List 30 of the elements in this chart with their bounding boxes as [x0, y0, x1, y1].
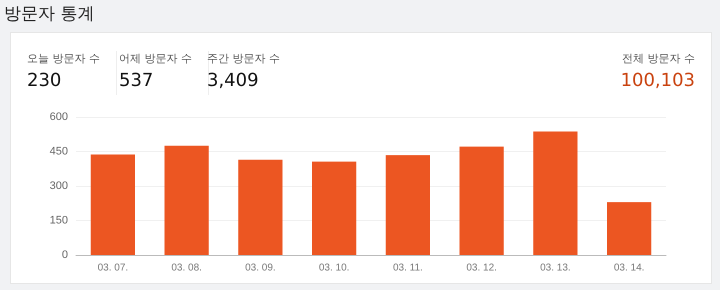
text: 100,103: [620, 70, 695, 91]
x-tick-label: 03. 08.: [171, 262, 202, 274]
y-tick-label: 0: [62, 249, 68, 261]
y-tick-label: 600: [50, 111, 68, 123]
y-tick-label: 150: [50, 214, 68, 226]
text: 3,409: [207, 70, 260, 91]
x-tick-label: 03. 10.: [318, 262, 350, 274]
x-tick-label: 03. 13.: [540, 262, 571, 274]
chart-title: 방문자 통계: [4, 3, 94, 25]
text: 전체 방문자 수: [621, 51, 695, 66]
bar: [607, 202, 652, 255]
bar: [460, 146, 504, 255]
bar: [533, 131, 578, 255]
text: 주간 방문자 수: [207, 51, 280, 66]
bar: [386, 155, 430, 255]
x-tick-label: 03. 12.: [466, 262, 497, 274]
bar: [238, 160, 282, 255]
bar: [164, 146, 209, 255]
y-tick-label: 450: [50, 146, 68, 158]
text: 어제 방문자 수: [119, 51, 192, 66]
x-tick-label: 03. 07.: [98, 262, 128, 274]
text: 오늘 방문자 수: [27, 51, 100, 66]
bar: [312, 162, 356, 255]
x-tick-label: 03. 14.: [614, 262, 644, 274]
bar: [90, 154, 135, 255]
text: 230: [27, 70, 62, 91]
x-tick-label: 03. 11.: [392, 262, 423, 274]
text: 537: [119, 70, 154, 91]
x-tick-label: 03. 09.: [245, 262, 276, 274]
y-tick-label: 300: [50, 180, 68, 192]
